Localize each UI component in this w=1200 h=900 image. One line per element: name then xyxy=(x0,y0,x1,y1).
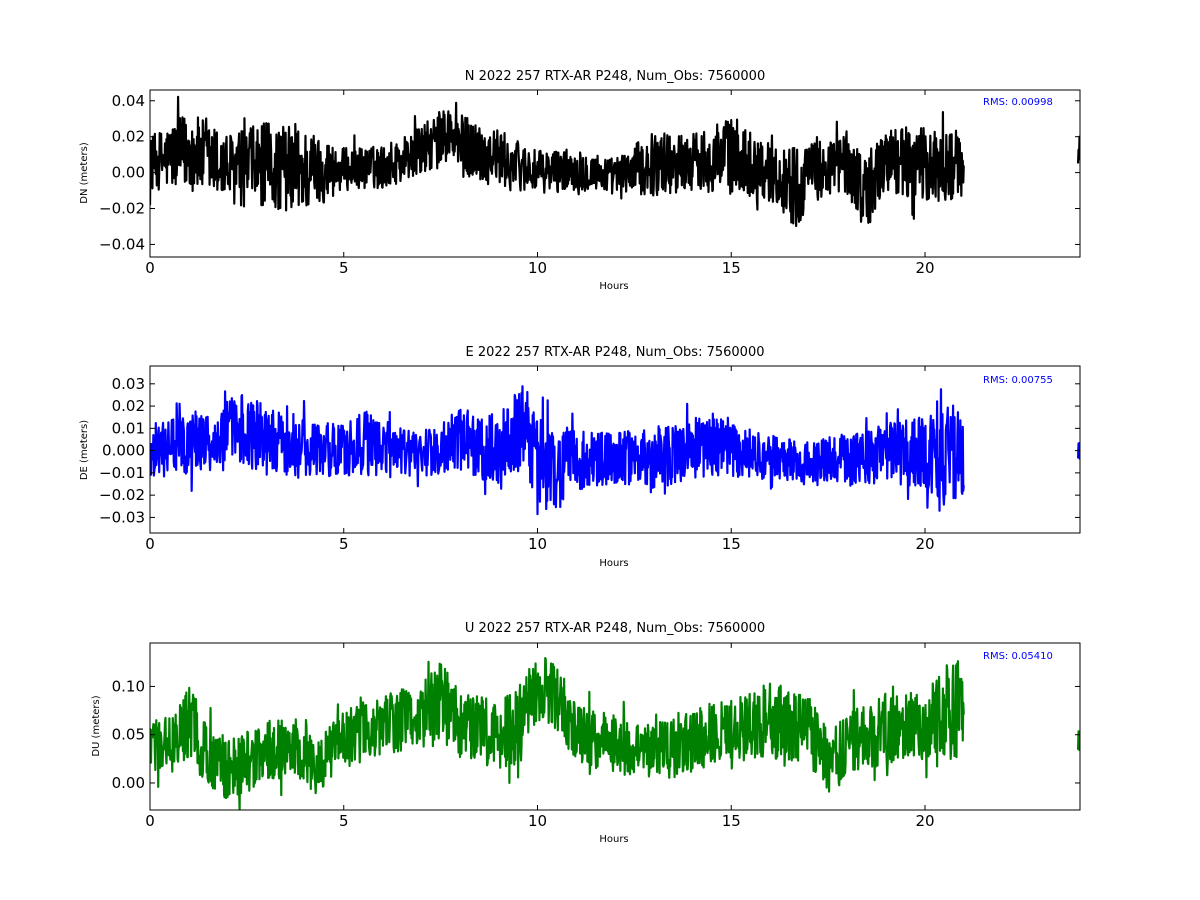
x-tick-label: 20 xyxy=(915,259,934,277)
x-tick-label: 15 xyxy=(722,535,741,553)
y-tick-label: 0.02 xyxy=(112,397,145,415)
y-tick-label: −0.02 xyxy=(99,200,145,218)
panel-north: N 2022 257 RTX-AR P248, Num_Obs: 7560000… xyxy=(79,69,1081,292)
panel-up: U 2022 257 RTX-AR P248, Num_Obs: 7560000… xyxy=(91,621,1081,845)
panel-east: E 2022 257 RTX-AR P248, Num_Obs: 7560000… xyxy=(79,345,1081,569)
x-tick-label: 0 xyxy=(145,812,155,830)
y-tick-label: 0.02 xyxy=(112,128,145,146)
rms-annotation: RMS: 0.05410 xyxy=(983,651,1053,662)
y-tick-label: −0.04 xyxy=(99,235,145,253)
panel-title: E 2022 257 RTX-AR P248, Num_Obs: 7560000 xyxy=(466,345,765,360)
y-tick-label: 0.00 xyxy=(112,774,145,792)
x-tick-label: 20 xyxy=(915,535,934,553)
y-tick-label: 0.000 xyxy=(102,442,145,460)
y-axis-label: DU (meters) xyxy=(91,695,102,756)
y-tick-label: 0.10 xyxy=(112,677,145,695)
y-tick-label: −0.03 xyxy=(99,508,145,526)
y-tick-label: 0.01 xyxy=(112,419,145,437)
axes-frame xyxy=(149,642,1081,811)
axes-frame xyxy=(149,365,1081,534)
x-axis-label: Hours xyxy=(599,834,628,845)
x-tick-label: 15 xyxy=(722,259,741,277)
axes-frame xyxy=(149,89,1081,258)
y-tick-label: 0.03 xyxy=(112,375,145,393)
x-tick-label: 5 xyxy=(339,259,349,277)
panel-title: U 2022 257 RTX-AR P248, Num_Obs: 7560000 xyxy=(465,621,765,636)
x-tick-label: 5 xyxy=(339,535,349,553)
x-tick-label: 10 xyxy=(528,259,547,277)
y-tick-label: −0.01 xyxy=(99,464,145,482)
x-tick-label: 20 xyxy=(915,812,934,830)
x-axis-label: Hours xyxy=(599,281,628,292)
y-tick-label: −0.02 xyxy=(99,486,145,504)
x-tick-label: 10 xyxy=(528,812,547,830)
x-tick-label: 10 xyxy=(528,535,547,553)
y-tick-label: 0.04 xyxy=(112,92,145,110)
y-axis-label: DN (meters) xyxy=(79,142,90,204)
x-tick-label: 5 xyxy=(339,812,349,830)
y-axis-label: DE (meters) xyxy=(79,420,90,480)
x-tick-label: 15 xyxy=(722,812,741,830)
x-tick-label: 0 xyxy=(145,535,155,553)
x-axis-label: Hours xyxy=(599,558,628,569)
x-tick-label: 0 xyxy=(145,259,155,277)
y-tick-label: 0.00 xyxy=(112,164,145,182)
panel-title: N 2022 257 RTX-AR P248, Num_Obs: 7560000 xyxy=(465,69,765,84)
y-tick-label: 0.05 xyxy=(112,726,145,744)
rms-annotation: RMS: 0.00755 xyxy=(983,375,1053,386)
rms-annotation: RMS: 0.00998 xyxy=(983,97,1053,108)
